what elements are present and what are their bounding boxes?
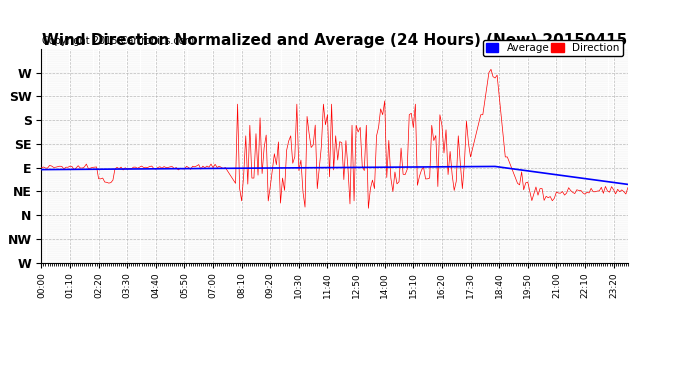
Legend: Average, Direction: Average, Direction: [482, 40, 622, 56]
Title: Wind Direction Normalized and Average (24 Hours) (New) 20150415: Wind Direction Normalized and Average (2…: [42, 33, 627, 48]
Text: Copyright 2015 Cartronics.com: Copyright 2015 Cartronics.com: [42, 36, 194, 46]
